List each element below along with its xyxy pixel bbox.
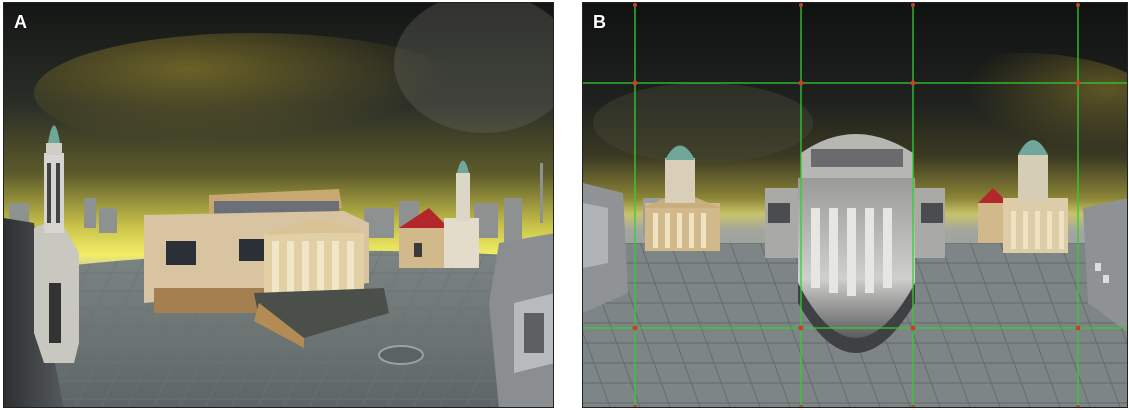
grid-overlay [583,3,1127,407]
grid-node [1075,325,1081,331]
left-church [643,145,721,251]
panel-a: A [3,2,554,408]
grid-node [798,80,804,86]
grid-node [633,3,637,7]
grid-node [632,80,638,86]
right-street-buildings [489,233,553,407]
panel-b: B [582,2,1128,408]
grid-node [632,325,638,331]
grid-node [799,3,803,7]
central-theatre [144,189,389,348]
right-church [978,140,1068,253]
right-street-buildings [1083,198,1127,332]
clouds [34,33,474,153]
panel-b-label: B [593,12,606,32]
grid-node [911,405,915,407]
panel-a-label: A [14,12,27,32]
grid-node [911,3,915,7]
grid-node [1075,80,1081,86]
grid-node [799,405,803,407]
central-theatre [765,134,945,353]
left-tower [34,125,79,363]
panel-a-image [4,3,553,407]
grid-node [910,80,916,86]
grid-nodes [632,3,1081,407]
grid-node [910,325,916,331]
panel-b-image [583,3,1127,407]
grid-node [798,325,804,331]
right-church [399,160,479,268]
grid-node [1076,405,1080,407]
fountain [378,345,424,365]
grid-node [1076,3,1080,7]
grid-node [633,405,637,407]
